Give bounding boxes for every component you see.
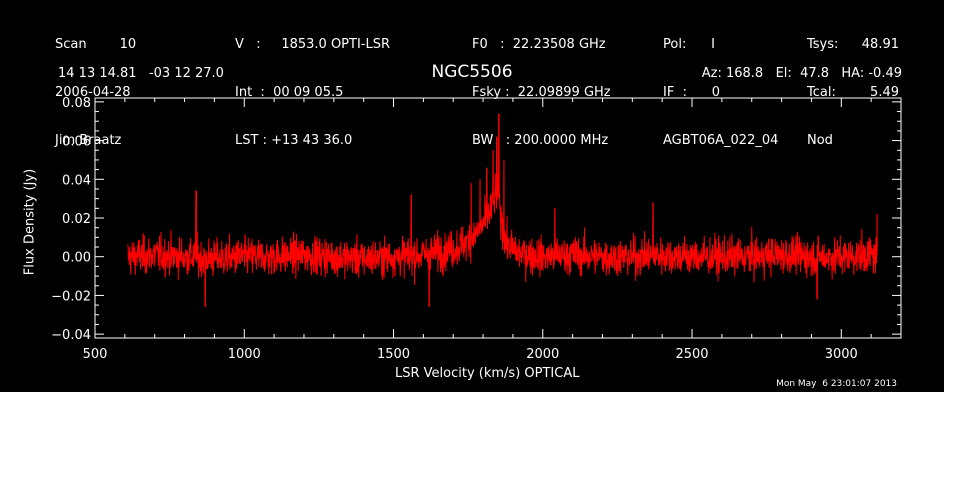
y-tick-label: 0.08 bbox=[62, 96, 91, 111]
x-tick-label: 3000 bbox=[825, 347, 858, 362]
chart-title: NGC5506 bbox=[431, 62, 513, 82]
x-tick-label: 2500 bbox=[675, 347, 708, 362]
header-line: Scan 10 bbox=[55, 37, 137, 52]
spectrum-panel: Scan 10 2006-04-28 Jim Braatz V : 1853.0… bbox=[0, 0, 944, 392]
header-line: IF : 0 bbox=[663, 85, 721, 100]
header-line: AGBT06A_022_04 bbox=[663, 133, 779, 148]
header-line: Tsys: bbox=[807, 37, 839, 52]
y-tick-label: −0.02 bbox=[51, 289, 91, 304]
source-coordinates: 14 13 14.81 -03 12 27.0 bbox=[58, 66, 224, 81]
header-line: Int : 00 09 05.5 bbox=[235, 85, 344, 100]
y-axis-label: Flux Density (Jy) bbox=[22, 168, 38, 276]
plot-timestamp: Mon May 6 23:01:07 2013 bbox=[776, 379, 897, 389]
y-tick-label: 0.04 bbox=[62, 173, 91, 188]
spectrum-plot: 500 1000 1500 2000 2500 3000 −0.04 −0.02 0.00 0.0… bbox=[51, 96, 902, 362]
x-tick-label: 1500 bbox=[377, 347, 410, 362]
header-line: Tcal: bbox=[807, 85, 836, 100]
x-axis-label: LSR Velocity (km/s) OPTICAL bbox=[395, 366, 580, 381]
y-tick-label: 0.00 bbox=[62, 251, 91, 266]
spectrum-trace bbox=[127, 113, 878, 308]
y-tick-label: 0.02 bbox=[62, 212, 91, 227]
y-tick-label: 0.06 bbox=[62, 135, 91, 150]
header-frequency-info: F0 : 22.23508 GHz Fsky : 22.09899 GHz BW… bbox=[472, 5, 611, 181]
header-line: F0 : 22.23508 GHz bbox=[472, 37, 606, 52]
header-scan-info: Scan 10 2006-04-28 Jim Braatz bbox=[55, 5, 136, 181]
header-line: 2006-04-28 bbox=[55, 85, 131, 100]
header-velocity-info: V : 1853.0 OPTI-LSR Int : 00 09 05.5 LST… bbox=[235, 5, 390, 181]
x-tick-label: 1000 bbox=[228, 347, 261, 362]
header-line: Nod bbox=[807, 133, 833, 148]
plot-frame bbox=[94, 97, 902, 339]
header-line: Pol: I bbox=[663, 37, 715, 52]
header-line: 5.49 bbox=[870, 85, 899, 100]
header-line: Fsky : 22.09899 GHz bbox=[472, 85, 611, 100]
header-tsys-values: 48.91 5.49 bbox=[862, 5, 899, 165]
header-pol-info: Pol: I IF : 0 AGBT06A_022_04 bbox=[663, 5, 778, 181]
header-line: V : 1853.0 OPTI-LSR bbox=[235, 37, 391, 52]
header-line: BW : 200.0000 MHz bbox=[472, 133, 609, 148]
x-tick-label: 500 bbox=[83, 347, 108, 362]
header-line: LST : +13 43 36.0 bbox=[235, 133, 353, 148]
header-line: 48.91 bbox=[861, 37, 899, 52]
x-tick-label: 2000 bbox=[526, 347, 559, 362]
az-el-ha-readout: Az: 168.8 El: 47.8 HA: -0.49 bbox=[701, 66, 902, 81]
y-tick-label: −0.04 bbox=[51, 328, 91, 343]
header-tsys-labels: Tsys: Tcal: Nod bbox=[807, 5, 838, 181]
